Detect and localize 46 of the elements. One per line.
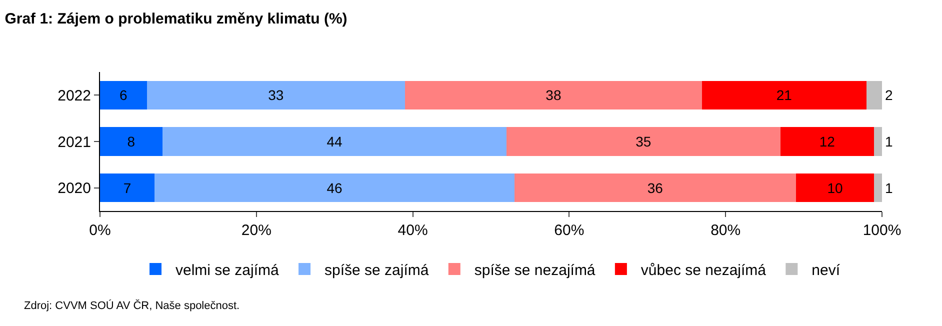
x-tick-label: 60%	[554, 222, 584, 239]
bar	[100, 80, 147, 110]
bar	[874, 127, 882, 156]
data-label: 46	[326, 180, 342, 196]
y-tick-label: 2022	[58, 87, 91, 104]
data-label: 1	[885, 134, 893, 150]
data-label: 38	[546, 87, 562, 104]
data-label: 33	[268, 87, 284, 104]
data-label: 10	[827, 180, 843, 196]
legend-label: neví	[812, 262, 841, 279]
bar	[514, 173, 796, 202]
bar	[874, 173, 882, 202]
bar	[780, 127, 874, 156]
y-tick-label: 2021	[58, 134, 91, 151]
x-tick-label: 40%	[398, 222, 428, 239]
bar	[866, 80, 882, 110]
bar	[796, 173, 874, 202]
legend-label: velmi se zajímá	[176, 262, 280, 279]
data-label: 35	[636, 134, 652, 150]
x-tick-label: 20%	[241, 222, 272, 239]
data-label: 7	[123, 180, 132, 196]
y-tick-label: 2020	[58, 180, 91, 198]
text: Zdroj: CVVM SOÚ AV ČR, Naše společnost.	[24, 299, 240, 312]
legend-label: vůbec se nezajímá	[640, 262, 767, 279]
bar	[146, 80, 405, 110]
x-tick-label: 80%	[710, 222, 741, 239]
legend-label: spíše se zajímá	[324, 262, 430, 279]
bar	[162, 127, 507, 156]
x-tick-label: 0%	[89, 222, 111, 239]
data-label: 1	[885, 180, 893, 196]
data-label: 8	[127, 134, 136, 150]
data-label: 21	[776, 87, 792, 104]
bar	[702, 80, 866, 110]
bar	[100, 173, 155, 202]
bar	[506, 127, 780, 156]
bar	[154, 173, 514, 202]
legend-label: spíše se nezajímá	[474, 262, 596, 279]
data-label: 44	[326, 134, 342, 150]
data-label: 6	[119, 87, 128, 104]
chart-title: Graf 1: Zájem o problematiku změny klimatu (%)	[4, 10, 348, 28]
bar	[404, 80, 702, 110]
data-label: 36	[647, 180, 664, 196]
bar	[100, 127, 163, 156]
data-label: 2	[885, 87, 893, 104]
x-tick-label: 100%	[862, 222, 902, 239]
data-label: 12	[819, 134, 836, 150]
